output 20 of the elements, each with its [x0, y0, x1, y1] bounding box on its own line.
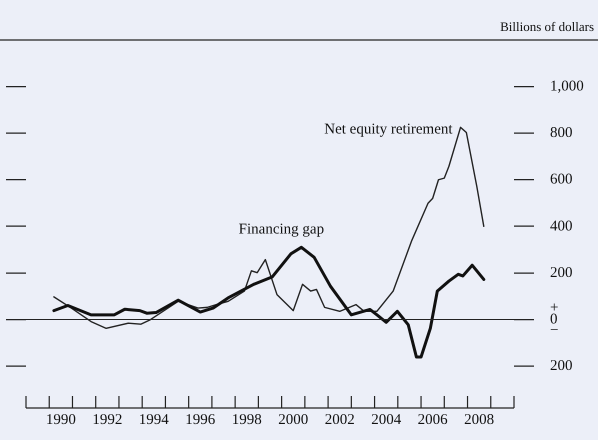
x-tick-label: 1990: [46, 412, 76, 428]
x-tick-label: 2002: [324, 412, 355, 428]
x-tick-label: 1996: [185, 412, 216, 428]
x-tick-label: 2004: [371, 412, 402, 428]
series-label: Financing gap: [238, 222, 324, 238]
x-tick-label: 1994: [138, 412, 170, 428]
x-tick-label: 2006: [418, 412, 448, 428]
y-tick-label: 200: [550, 358, 572, 374]
series-label: Net equity retirement: [324, 121, 454, 138]
y-axis-title: Billions of dollars: [500, 18, 594, 34]
x-tick-label: 1992: [92, 412, 122, 428]
x-tick-label: 1998: [232, 412, 262, 428]
x-tick-label: 2008: [464, 412, 494, 428]
y-tick-label: 1,000: [550, 78, 584, 95]
y-tick-label: 400: [550, 218, 572, 234]
y-tick-label: 200: [550, 264, 572, 281]
y-tick-label: 600: [550, 172, 572, 188]
y-tick-label: 800: [550, 125, 572, 142]
y-tick-label: + 0 −: [550, 300, 558, 339]
x-tick-label: 2000: [278, 412, 308, 428]
